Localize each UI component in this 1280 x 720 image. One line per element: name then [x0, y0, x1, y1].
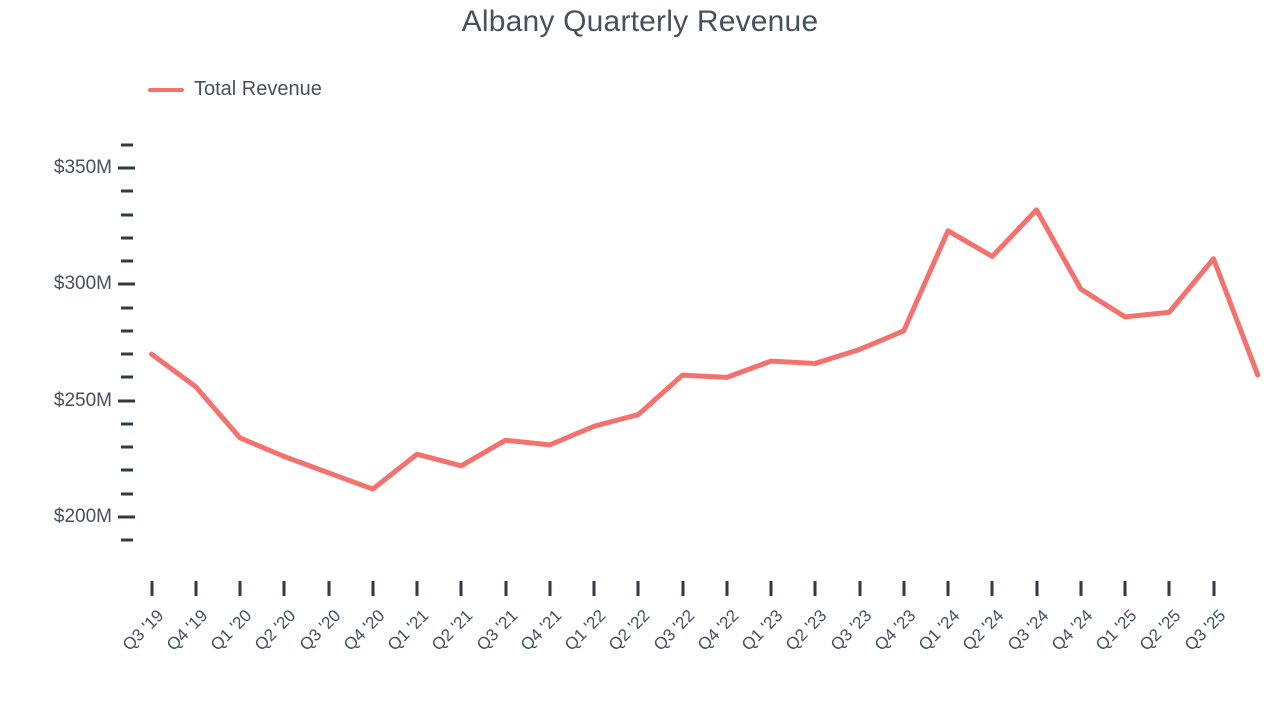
y-axis-minor-tick	[121, 422, 133, 426]
y-axis-minor-tick	[121, 492, 133, 496]
x-axis-tick	[990, 581, 994, 596]
y-axis-minor-tick	[121, 468, 133, 472]
x-axis-tick	[769, 581, 773, 596]
y-axis-minor-tick	[121, 352, 133, 356]
y-axis-tick-label: $250M	[53, 389, 112, 411]
x-axis-tick	[1212, 581, 1215, 596]
x-axis-tick	[902, 581, 906, 596]
x-axis-tick	[1167, 581, 1171, 596]
y-axis-minor-tick	[121, 213, 133, 217]
y-axis-minor-tick	[121, 538, 133, 542]
y-axis-minor-tick	[121, 236, 133, 240]
y-axis-minor-tick	[121, 259, 133, 263]
x-axis-tick	[858, 581, 861, 596]
y-axis-major-tick	[118, 282, 135, 286]
x-axis-tick	[150, 581, 153, 596]
y-axis-tick-label: $300M	[53, 273, 112, 295]
y-axis-minor-tick	[121, 329, 133, 333]
x-axis-tick	[504, 581, 507, 596]
x-axis-tick	[238, 581, 242, 596]
x-axis-tick	[1123, 581, 1127, 596]
y-axis-labels: $350M $300M $250M $200M	[0, 0, 112, 720]
x-axis-tick	[946, 581, 950, 596]
y-axis-major-tick	[118, 166, 135, 170]
x-axis-tick	[592, 581, 596, 596]
x-axis-tick	[459, 581, 463, 596]
x-axis-tick	[636, 581, 640, 596]
chart-legend: Total Revenue	[148, 78, 322, 101]
y-axis-major-tick	[118, 515, 135, 519]
x-axis-tick	[681, 581, 684, 596]
legend-series-label: Total Revenue	[194, 78, 322, 100]
x-axis-tick	[282, 581, 286, 596]
x-axis-tick	[371, 581, 375, 596]
x-axis-tick	[415, 581, 419, 596]
y-axis-minor-tick	[121, 375, 133, 379]
x-axis-tick	[548, 581, 552, 596]
y-axis-tick-label: $350M	[53, 157, 112, 178]
chart-title: Albany Quarterly Revenue	[461, 5, 819, 38]
y-axis-tick-label: $200M	[53, 506, 112, 527]
legend-color-swatch	[148, 87, 184, 92]
y-axis-major-tick	[118, 399, 135, 403]
x-axis-tick	[327, 581, 330, 596]
x-axis-tick	[194, 581, 198, 596]
y-axis-minor-tick	[121, 189, 133, 193]
y-axis-minor-tick	[121, 445, 133, 449]
x-axis-tick	[813, 581, 817, 596]
y-axis-minor-tick	[121, 143, 133, 147]
x-axis-tick	[725, 581, 729, 596]
x-axis-tick	[1035, 581, 1038, 596]
x-axis-tick	[1079, 581, 1083, 596]
y-axis-minor-tick	[121, 306, 133, 310]
